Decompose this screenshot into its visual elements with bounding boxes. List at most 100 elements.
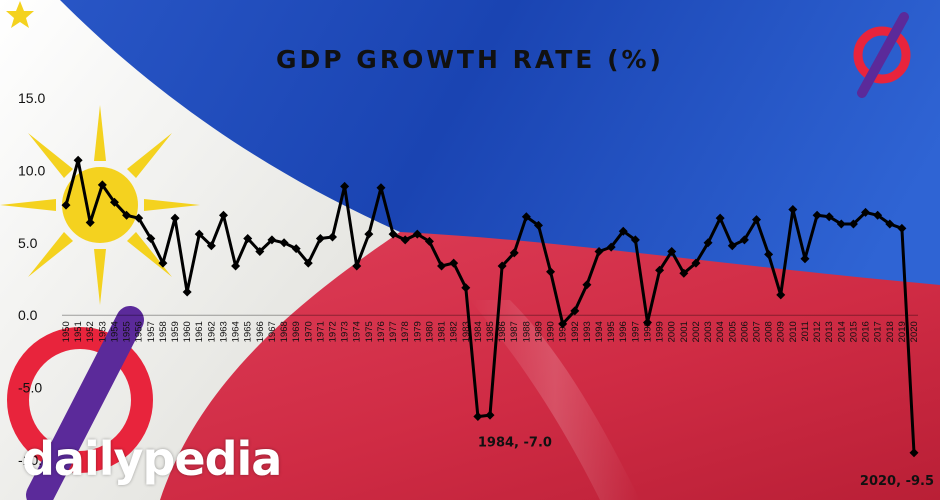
x-tick-label: 1973 <box>340 321 351 342</box>
x-tick-label: 2019 <box>897 321 908 342</box>
x-tick-label: 1983 <box>461 321 472 342</box>
brand-wordmark: dailypedia <box>22 432 282 486</box>
x-tick-label: 1987 <box>509 321 520 342</box>
data-point <box>836 219 846 229</box>
data-point <box>715 213 725 223</box>
data-point <box>594 246 604 256</box>
x-tick-label: 1993 <box>582 321 593 342</box>
x-tick-label: 1964 <box>231 321 242 342</box>
data-point <box>206 241 216 251</box>
x-tick-label: 1955 <box>122 321 133 342</box>
brand-mark-icon <box>7 306 153 500</box>
x-tick-label: 1986 <box>497 321 508 342</box>
x-tick-label: 1992 <box>570 321 581 342</box>
data-point <box>533 220 543 230</box>
data-label: 1984, -7.0 <box>478 436 552 451</box>
x-tick-label: 1991 <box>558 321 569 342</box>
x-tick-label: 1988 <box>521 321 532 342</box>
x-tick-label: 2000 <box>667 321 678 342</box>
star-icon <box>6 1 34 28</box>
x-tick-label: 1958 <box>158 321 169 342</box>
x-tick-label: 2005 <box>727 321 738 342</box>
data-point <box>703 238 713 248</box>
x-tick-label: 1956 <box>134 321 145 342</box>
x-tick-label: 1974 <box>352 321 363 342</box>
x-tick-label: 1965 <box>243 321 254 342</box>
x-tick-label: 1967 <box>267 321 278 342</box>
x-tick-label: 1985 <box>485 321 496 342</box>
x-tick-label: 1954 <box>109 321 120 342</box>
y-tick-label: 0.0 <box>18 307 38 323</box>
data-point <box>667 246 677 256</box>
data-point <box>315 233 325 243</box>
data-point <box>630 235 640 245</box>
data-point <box>267 235 277 245</box>
x-tick-label: 1975 <box>364 321 375 342</box>
x-tick-label: 1959 <box>170 321 181 342</box>
x-tick-label: 1976 <box>376 321 387 342</box>
x-tick-label: 1990 <box>546 321 557 342</box>
y-tick-label: -10.0 <box>18 452 50 468</box>
x-tick-label: 1981 <box>437 321 448 342</box>
data-point <box>352 261 362 271</box>
x-tick-label: 2014 <box>836 321 847 342</box>
x-tick-label: 1979 <box>412 321 423 342</box>
chart-title: GDP GROWTH RATE (%) <box>276 45 664 74</box>
data-point <box>812 210 822 220</box>
x-tick-label: 1980 <box>424 321 435 342</box>
x-tick-label: 2018 <box>885 321 896 342</box>
brand-logo-icon <box>853 12 911 98</box>
data-point <box>376 183 386 193</box>
x-tick-label: 1997 <box>630 321 641 342</box>
x-tick-label: 2001 <box>679 321 690 342</box>
x-tick-label: 1961 <box>194 321 205 342</box>
data-label: 2020, -9.5 <box>860 474 934 489</box>
data-point <box>109 197 119 207</box>
y-tick-label: -5.0 <box>18 380 42 396</box>
data-point <box>788 204 798 214</box>
x-tick-label: 1982 <box>449 321 460 342</box>
x-tick-label: 1960 <box>182 321 193 342</box>
data-point <box>582 280 592 290</box>
x-tick-label: 1953 <box>97 321 108 342</box>
x-tick-label: 1995 <box>606 321 617 342</box>
x-tick-label: 1999 <box>655 321 666 342</box>
sun-icon <box>0 105 200 305</box>
data-point <box>739 235 749 245</box>
x-tick-label: 1978 <box>400 321 411 342</box>
data-point <box>473 412 483 422</box>
data-point <box>606 242 616 252</box>
data-point <box>291 244 301 254</box>
data-point <box>412 229 422 239</box>
x-tick-label: 1969 <box>291 321 302 342</box>
data-point <box>521 212 531 222</box>
data-point <box>461 283 471 293</box>
data-point <box>243 233 253 243</box>
x-tick-label: 2004 <box>715 321 726 342</box>
data-point <box>170 213 180 223</box>
series-line <box>64 158 916 453</box>
data-point <box>364 229 374 239</box>
x-tick-label: 1989 <box>533 321 544 342</box>
x-tick-label: 2015 <box>848 321 859 342</box>
data-point <box>764 249 774 259</box>
x-tick-label: 2008 <box>764 321 775 342</box>
data-point <box>146 233 156 243</box>
x-tick-label: 2010 <box>788 321 799 342</box>
data-point <box>158 258 168 268</box>
annotations: 1984, -7.0 2020, -9.5 <box>478 436 934 489</box>
x-tick-label: 1996 <box>618 321 629 342</box>
data-point <box>497 261 507 271</box>
data-point <box>546 267 556 277</box>
data-point <box>752 215 762 225</box>
data-point <box>182 287 192 297</box>
data-point <box>194 229 204 239</box>
x-tick-label: 1962 <box>206 321 217 342</box>
x-tick-label: 2017 <box>873 321 884 342</box>
data-point <box>848 219 858 229</box>
x-tick-label: 1994 <box>594 321 605 342</box>
y-tick-label: 15.0 <box>18 90 45 106</box>
y-axis: -10.0 -5.0 0.0 5.0 10.0 15.0 <box>18 90 918 468</box>
y-tick-label: 10.0 <box>18 162 45 178</box>
